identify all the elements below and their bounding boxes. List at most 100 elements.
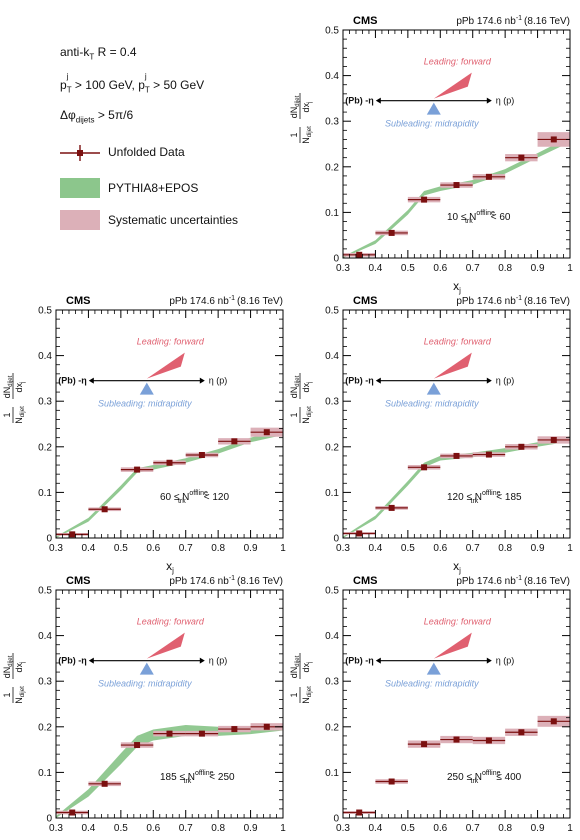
xtick-label: 0.3: [49, 823, 63, 834]
ylabel-dx: dxj: [14, 382, 26, 393]
leading-text: Leading: forward: [424, 337, 492, 347]
plot-frame: [55, 309, 284, 539]
ylabel-dx: dxj: [301, 662, 313, 673]
data-point: [518, 154, 525, 161]
eta-arrow-right: [199, 657, 205, 664]
xtick-label: 0.6: [146, 823, 160, 834]
xtick-label: 0.7: [179, 823, 193, 834]
ytick-label: 0.4: [325, 351, 339, 362]
data-point: [421, 196, 428, 203]
x-axis-title: xj: [453, 559, 461, 575]
data-point: [388, 778, 395, 785]
ytick-label: 0.2: [38, 442, 52, 453]
lumi-label: pPb 174.6 nb-1 (8.16 TeV): [169, 295, 283, 307]
xtick-label: 0.4: [81, 543, 95, 554]
xtick-label: 0.7: [466, 543, 480, 554]
ytick-label: 0.2: [325, 442, 339, 453]
data-point: [421, 464, 428, 471]
xtick-label: 1: [280, 823, 286, 834]
data-point: [453, 182, 460, 189]
ytick-label: 0: [333, 814, 339, 825]
xtick-label: 0.7: [179, 543, 193, 554]
plot-frame: [342, 29, 571, 259]
xtick-label: 1: [567, 543, 573, 554]
ytick-label: 0.3: [325, 677, 339, 688]
ylabel-dN: dNdijet: [2, 375, 14, 398]
mc-band: [343, 136, 570, 258]
ytick-label: 0.4: [325, 71, 339, 82]
legend-jet-algo: anti-kT R = 0.4: [60, 45, 137, 62]
xtick-label: 0.6: [146, 543, 160, 554]
legend-data-label: Unfolded Data: [108, 145, 185, 159]
xtick-label: 0.3: [49, 543, 63, 554]
xtick-label: 0.8: [498, 823, 512, 834]
data-point: [485, 451, 492, 458]
xtick-label: 0.6: [433, 263, 447, 274]
panel-bottom-left: 00.10.20.30.40.50.30.40.50.60.70.80.91xj…: [2, 575, 286, 840]
x-axis-title: xj: [166, 559, 174, 575]
xtick-label: 1: [280, 543, 286, 554]
subleading-cone: [426, 662, 441, 675]
legend-data-marker: [58, 143, 102, 163]
xtick-label: 0.7: [466, 823, 480, 834]
subleading-text: Subleading: midrapidity: [385, 119, 479, 129]
cms-label: CMS: [353, 575, 377, 587]
xtick-label: 0.7: [466, 263, 480, 274]
data-point: [101, 780, 108, 787]
ytick-label: 0.2: [325, 722, 339, 733]
pb-label: (Pb) -η: [58, 376, 87, 386]
xtick-label: 0.5: [401, 543, 415, 554]
data-point: [453, 736, 460, 743]
ylabel-one: 1: [2, 412, 12, 417]
ylabel-one: 1: [289, 412, 299, 417]
data-point: [101, 506, 108, 513]
data-point: [356, 251, 363, 258]
xtick-label: 0.5: [114, 543, 128, 554]
ytick-label: 0.4: [38, 631, 52, 642]
ytick-label: 0: [46, 534, 52, 545]
ytick-label: 0.2: [38, 722, 52, 733]
subleading-cone: [139, 382, 154, 395]
xtick-label: 0.9: [244, 543, 258, 554]
data-point: [550, 718, 557, 725]
mc-band: [56, 429, 283, 538]
leading-text: Leading: forward: [424, 57, 492, 67]
ylabel-dN: dNdijet: [289, 95, 301, 118]
xtick-label: 0.4: [368, 823, 382, 834]
panel-middle-right: 0 0.1 0.2 0.3 0.4 0.5 0.3 0.4 0.5 0.6 0.7 0.8 0.9 1 xj…: [289, 295, 573, 575]
legend-mc-label: PYTHIA8+EPOS: [108, 181, 199, 195]
xtick-label: 0.6: [433, 543, 447, 554]
data-point: [231, 438, 238, 445]
leading-cone: [146, 352, 185, 379]
xtick-label: 1: [567, 823, 573, 834]
data-point: [485, 173, 492, 180]
ytick-label: 0.3: [325, 397, 339, 408]
ylabel-N: Ndijet: [301, 406, 313, 424]
ylabel-one: 1: [289, 132, 299, 137]
eta-arrow-left: [88, 377, 94, 384]
ylabel-dN: dNdijet: [289, 655, 301, 678]
xtick-label: 0.3: [336, 543, 350, 554]
data-point: [198, 452, 205, 459]
lumi-label: pPb 174.6 nb-1 (8.16 TeV): [456, 15, 570, 27]
ytick-label: 0.2: [325, 162, 339, 173]
legend-syst-label: Systematic uncertainties: [108, 213, 239, 227]
pb-label: (Pb) -η: [345, 376, 374, 386]
data-point: [166, 730, 173, 737]
ylabel-dN: dNdijet: [2, 655, 14, 678]
ylabel-N: Ndijet: [14, 686, 26, 704]
lumi-label: pPb 174.6 nb-1 (8.16 TeV): [456, 575, 570, 587]
data-point: [453, 452, 460, 459]
p-label: η (p): [209, 376, 228, 386]
ytick-label: 0.1: [325, 768, 339, 779]
xtick-label: 0.4: [81, 823, 95, 834]
data-point: [421, 741, 428, 748]
ytick-label: 0.4: [38, 351, 52, 362]
